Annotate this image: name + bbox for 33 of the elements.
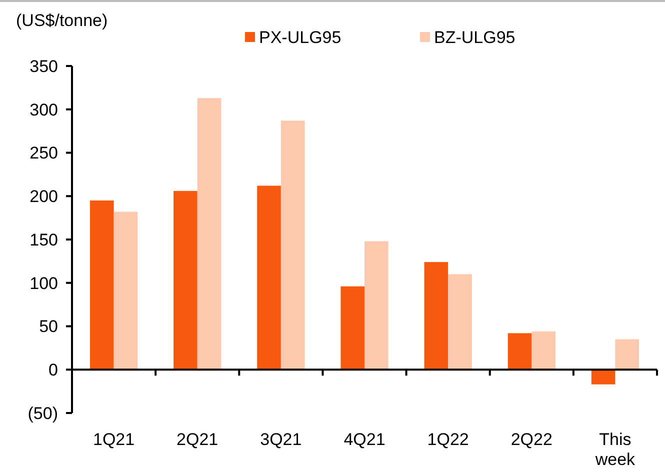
y-tick-label: (50) <box>28 404 58 423</box>
x-tick-label: This week <box>594 430 636 469</box>
y-tick-label: 200 <box>30 187 58 206</box>
y-tick-label: 100 <box>30 274 58 293</box>
legend-label: BZ-ULG95 <box>434 28 516 47</box>
y-tick-label: 300 <box>30 100 58 120</box>
bar <box>340 286 364 370</box>
x-tick-label: 2Q22 <box>510 430 552 449</box>
x-tick-label: 1Q22 <box>427 430 469 449</box>
bar <box>280 120 305 370</box>
bar <box>174 190 198 370</box>
y-axis-title: (US$/tonne) <box>16 11 108 30</box>
bar <box>424 262 448 370</box>
y-tick-label: 250 <box>30 144 58 163</box>
bar <box>615 339 640 370</box>
x-tick-label: 2Q21 <box>176 430 218 449</box>
bar <box>508 333 532 370</box>
bar <box>90 200 114 370</box>
bar <box>364 241 388 370</box>
x-tick-label: 4Q21 <box>344 430 386 449</box>
bar <box>257 186 281 370</box>
y-tick-label: 50 <box>39 317 58 336</box>
bar <box>114 212 138 370</box>
y-tick-label: 150 <box>30 230 58 250</box>
bar <box>532 331 556 370</box>
bar <box>448 274 472 370</box>
x-tick-label: 1Q21 <box>92 430 135 449</box>
bar <box>591 370 616 384</box>
x-tick-label: 3Q21 <box>260 430 302 449</box>
y-tick-label: 0 <box>48 360 58 380</box>
y-tick-label: 350 <box>30 56 58 76</box>
legend-label: PX-ULG95 <box>259 28 342 47</box>
bar <box>197 98 222 370</box>
